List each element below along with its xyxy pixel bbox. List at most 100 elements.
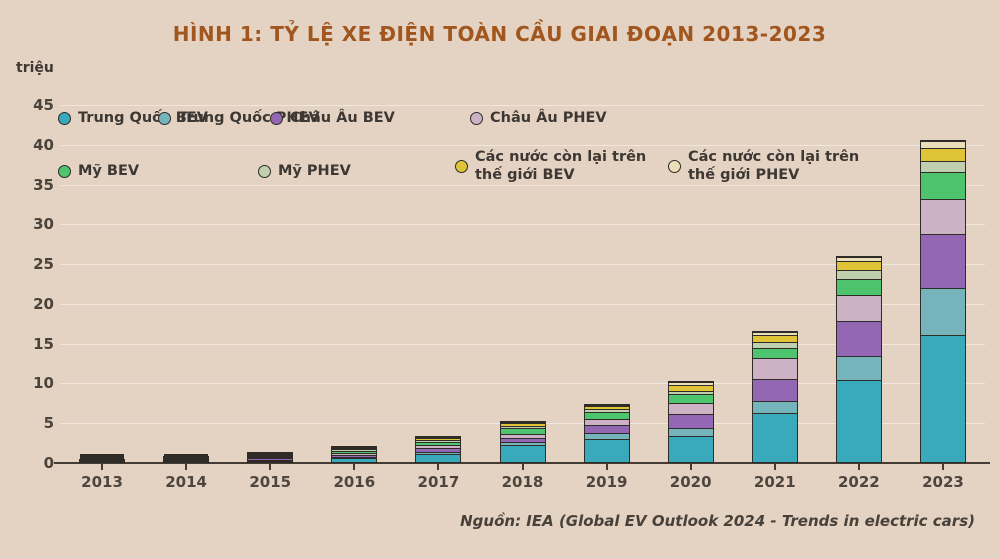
- y-tick-label: 20: [33, 294, 54, 313]
- x-tick-label: 2014: [165, 473, 207, 491]
- bar-segment: [668, 381, 713, 385]
- y-tick-label: 30: [33, 215, 54, 234]
- bar-segment: [248, 455, 293, 458]
- y-tick-label: 0: [43, 454, 54, 472]
- bar-segment: [584, 405, 629, 407]
- bar-segment: [332, 447, 377, 449]
- x-tick-label: 2023: [922, 473, 964, 491]
- bar-segment: [668, 427, 713, 437]
- bar-segment: [584, 432, 629, 440]
- bar-segment: [248, 460, 293, 462]
- bar-segment: [416, 448, 461, 453]
- bar-segment: [416, 439, 461, 443]
- bar-segment: [752, 332, 797, 336]
- x-tick-label: 2018: [501, 473, 544, 491]
- gridline: [60, 303, 985, 305]
- bar-segment: [752, 347, 797, 358]
- bar-segment: [752, 413, 797, 462]
- bar-segment: [248, 459, 293, 461]
- bar-segment: [584, 406, 629, 410]
- gridline: [60, 383, 985, 385]
- stacked-bar-2023: [919, 139, 966, 463]
- bar-segment: [920, 140, 965, 148]
- stacked-bar-2017: [415, 436, 462, 463]
- gridline: [60, 184, 985, 186]
- x-tick-mark: [185, 464, 188, 470]
- bar-segment: [332, 457, 377, 459]
- y-axis-unit-label: triệu: [16, 60, 54, 76]
- gridline: [60, 144, 985, 146]
- bar-segment: [920, 161, 965, 172]
- bar-segment: [500, 437, 545, 443]
- bar-segment: [836, 279, 881, 295]
- bar-segment: [752, 357, 797, 380]
- bar-segment: [500, 434, 545, 438]
- stacked-bar-2016: [331, 445, 378, 463]
- y-tick-label: 45: [33, 96, 54, 114]
- bar-segment: [80, 455, 125, 456]
- bar-segment: [164, 459, 209, 460]
- bar-segment: [248, 453, 293, 455]
- x-tick-label: 2015: [249, 473, 292, 491]
- bar-segment: [752, 335, 797, 342]
- bar-segment: [80, 459, 125, 460]
- x-tick-mark: [437, 464, 440, 470]
- bar-segment: [416, 445, 461, 449]
- x-tick-mark: [269, 464, 272, 470]
- gridline: [60, 224, 985, 226]
- y-tick-label: 25: [33, 255, 54, 274]
- bar-segment: [500, 442, 545, 446]
- bar-segment: [416, 452, 461, 455]
- bar-segment: [80, 460, 125, 461]
- x-tick-label: 2019: [585, 473, 628, 491]
- bar-segment: [584, 409, 629, 413]
- source-note: Nguồn: IEA (Global EV Outlook 2024 - Tre…: [460, 512, 975, 530]
- bar-segment: [80, 456, 125, 457]
- bar-segment: [416, 438, 461, 440]
- x-tick-label: 2022: [837, 473, 880, 491]
- bar-segment: [836, 260, 881, 271]
- bar-segment: [920, 234, 965, 288]
- stacked-bar-2015: [247, 451, 294, 463]
- bar-segment: [332, 458, 377, 462]
- bar-segment: [920, 147, 965, 162]
- bar-segment: [752, 341, 797, 348]
- bar-segment: [164, 457, 209, 458]
- x-tick-label: 2016: [333, 473, 376, 491]
- bar-segment: [164, 458, 209, 459]
- bar-segment: [332, 448, 377, 451]
- x-tick-mark: [857, 464, 860, 470]
- bar-segment: [80, 458, 125, 459]
- bar-segment: [416, 454, 461, 462]
- x-tick-mark: [941, 464, 944, 470]
- bar-segment: [668, 394, 713, 404]
- gridline: [60, 264, 985, 266]
- bar-segment: [584, 439, 629, 462]
- bar-segment: [500, 425, 545, 429]
- x-tick-label: 2020: [669, 473, 712, 491]
- x-tick-mark: [353, 464, 356, 470]
- bar-segment: [416, 437, 461, 439]
- gridline: [60, 105, 985, 106]
- y-tick-label: 40: [33, 135, 54, 154]
- bar-segment: [332, 454, 377, 458]
- gridline: [60, 343, 985, 345]
- bar-segment: [668, 414, 713, 428]
- x-tick-mark: [101, 464, 104, 470]
- bar-segment: [836, 321, 881, 356]
- bar-segment: [836, 256, 881, 261]
- bar-segment: [836, 355, 881, 380]
- stacked-bar-2020: [667, 380, 714, 463]
- bar-segment: [500, 445, 545, 462]
- stacked-bar-2021: [751, 331, 798, 463]
- bar-segment: [836, 379, 881, 462]
- bar-segment: [248, 454, 293, 456]
- bar-segment: [248, 457, 293, 459]
- x-tick-mark: [605, 464, 608, 470]
- bar-segment: [164, 460, 209, 461]
- bar-segment: [164, 461, 209, 462]
- bar-segment: [836, 270, 881, 280]
- bar-segment: [332, 446, 377, 448]
- y-tick-label: 35: [33, 175, 54, 194]
